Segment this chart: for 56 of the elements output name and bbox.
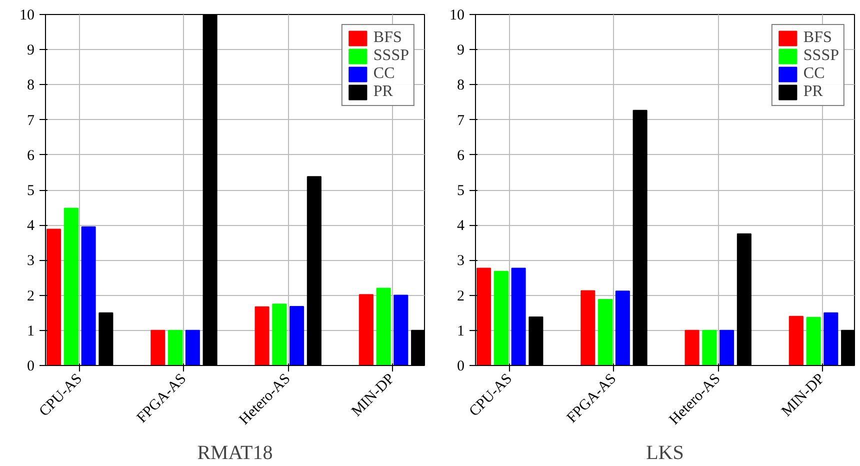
bar xyxy=(494,270,508,366)
y-tick-label: 10 xyxy=(450,8,464,24)
y-tick-label: 9 xyxy=(27,42,34,59)
x-axis-title: LKS xyxy=(646,442,684,464)
y-tick-label: 6 xyxy=(27,148,35,164)
y-tick-label: 2 xyxy=(27,288,34,304)
bar xyxy=(598,299,613,366)
bar xyxy=(272,304,287,366)
y-tick-label: 2 xyxy=(457,288,464,304)
legend-label: BFS xyxy=(803,29,832,47)
bar xyxy=(702,330,717,366)
bar xyxy=(150,330,166,366)
bar xyxy=(358,294,374,366)
bar xyxy=(376,288,391,366)
y-tick-label: 0 xyxy=(27,358,34,374)
bar xyxy=(185,330,200,366)
y-tick-label: 1 xyxy=(457,323,464,340)
y-tick-label: 6 xyxy=(457,148,465,164)
bar xyxy=(684,330,700,366)
bar xyxy=(81,226,96,366)
bar xyxy=(290,306,304,366)
bar xyxy=(788,316,804,366)
y-tick-label: 8 xyxy=(27,78,34,94)
legend-label: CC xyxy=(373,65,395,83)
legend-label: SSSP xyxy=(373,47,409,65)
bar xyxy=(615,290,630,366)
bar xyxy=(511,268,526,366)
bar xyxy=(720,330,734,366)
x-axis-title: RMAT18 xyxy=(197,442,273,464)
y-tick-label: 5 xyxy=(27,183,34,199)
y-tick-label: 7 xyxy=(27,112,35,129)
y-tick-label: 10 xyxy=(20,8,34,24)
y-tick-label: 4 xyxy=(457,218,465,234)
y-tick-label: 7 xyxy=(457,112,465,129)
bar xyxy=(824,312,838,366)
bar xyxy=(254,306,270,366)
legend-label: PR xyxy=(373,83,394,101)
bar xyxy=(394,294,408,366)
bar xyxy=(46,228,62,366)
y-tick-label: 9 xyxy=(457,42,464,59)
bar xyxy=(580,290,596,366)
y-tick-label: 8 xyxy=(457,78,464,94)
y-tick-label: 3 xyxy=(457,253,464,270)
legend-label: CC xyxy=(803,65,825,83)
legend-label: PR xyxy=(803,83,824,101)
bar xyxy=(168,330,183,366)
y-tick-label: 3 xyxy=(27,253,34,270)
y-tick-label: 0 xyxy=(457,358,464,374)
bar xyxy=(806,316,821,366)
y-tick-label: 1 xyxy=(27,323,34,340)
y-tick-label: 5 xyxy=(457,183,464,199)
legend-label: SSSP xyxy=(803,47,839,65)
bar xyxy=(64,208,78,366)
legend-label: BFS xyxy=(373,29,402,47)
bar xyxy=(476,268,492,366)
y-tick-label: 4 xyxy=(27,218,35,234)
